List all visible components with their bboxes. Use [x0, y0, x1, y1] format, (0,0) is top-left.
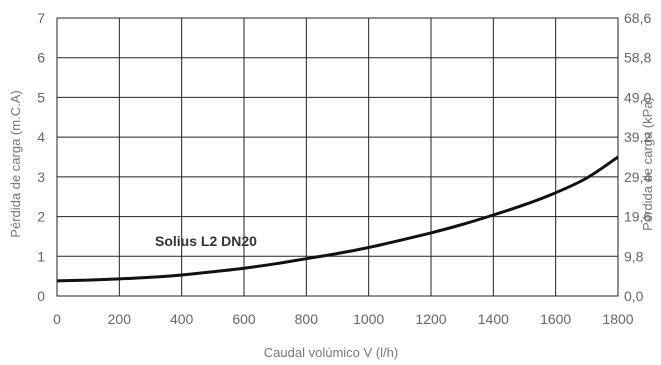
- curve-layer: [56, 155, 619, 283]
- y-tick-label: 2: [37, 209, 45, 225]
- y-tick-label: 0: [37, 288, 45, 304]
- y2-tick-label: 19,6: [624, 209, 651, 225]
- y2-tick-label: 9,8: [624, 248, 644, 264]
- series-label: Solius L2 DN20: [155, 233, 257, 249]
- y2-tick-label: 49,0: [624, 89, 651, 105]
- y-axis-label: Pérdida de carga (m.C.A): [8, 90, 23, 237]
- x-tick-label: 600: [232, 311, 256, 327]
- y-tick-label: 4: [37, 129, 45, 145]
- x-tick-label: 800: [295, 311, 319, 327]
- x-tick-label: 0: [53, 311, 61, 327]
- x-tick-label: 1800: [602, 311, 633, 327]
- y2-tick-label: 68,6: [624, 10, 651, 26]
- x-tick-label: 1200: [415, 311, 446, 327]
- y2-tick-label: 39,2: [624, 129, 651, 145]
- y2-tick-label: 58,8: [624, 50, 651, 66]
- x-tick-label: 200: [108, 311, 132, 327]
- x-tick-label: 1000: [353, 311, 384, 327]
- y-tick-label: 6: [37, 50, 45, 66]
- y-tick-label: 1: [37, 248, 45, 264]
- x-tick-label: 1400: [478, 311, 509, 327]
- x-axis-label: Caudal volúmico V (l/h): [264, 345, 398, 360]
- y2-axis-label: Pérdida de carga (kPa): [640, 97, 655, 231]
- y-tick-label: 3: [37, 169, 45, 185]
- series-line-0: [56, 155, 619, 283]
- x-tick-label: 400: [170, 311, 194, 327]
- grid-layer: [56, 17, 619, 297]
- y2-tick-label: 29,4: [624, 169, 651, 185]
- y2-tick-label: 0,0: [624, 288, 644, 304]
- y-tick-label: 7: [37, 10, 45, 26]
- y-tick-label: 5: [37, 89, 45, 105]
- x-tick-label: 1600: [540, 311, 571, 327]
